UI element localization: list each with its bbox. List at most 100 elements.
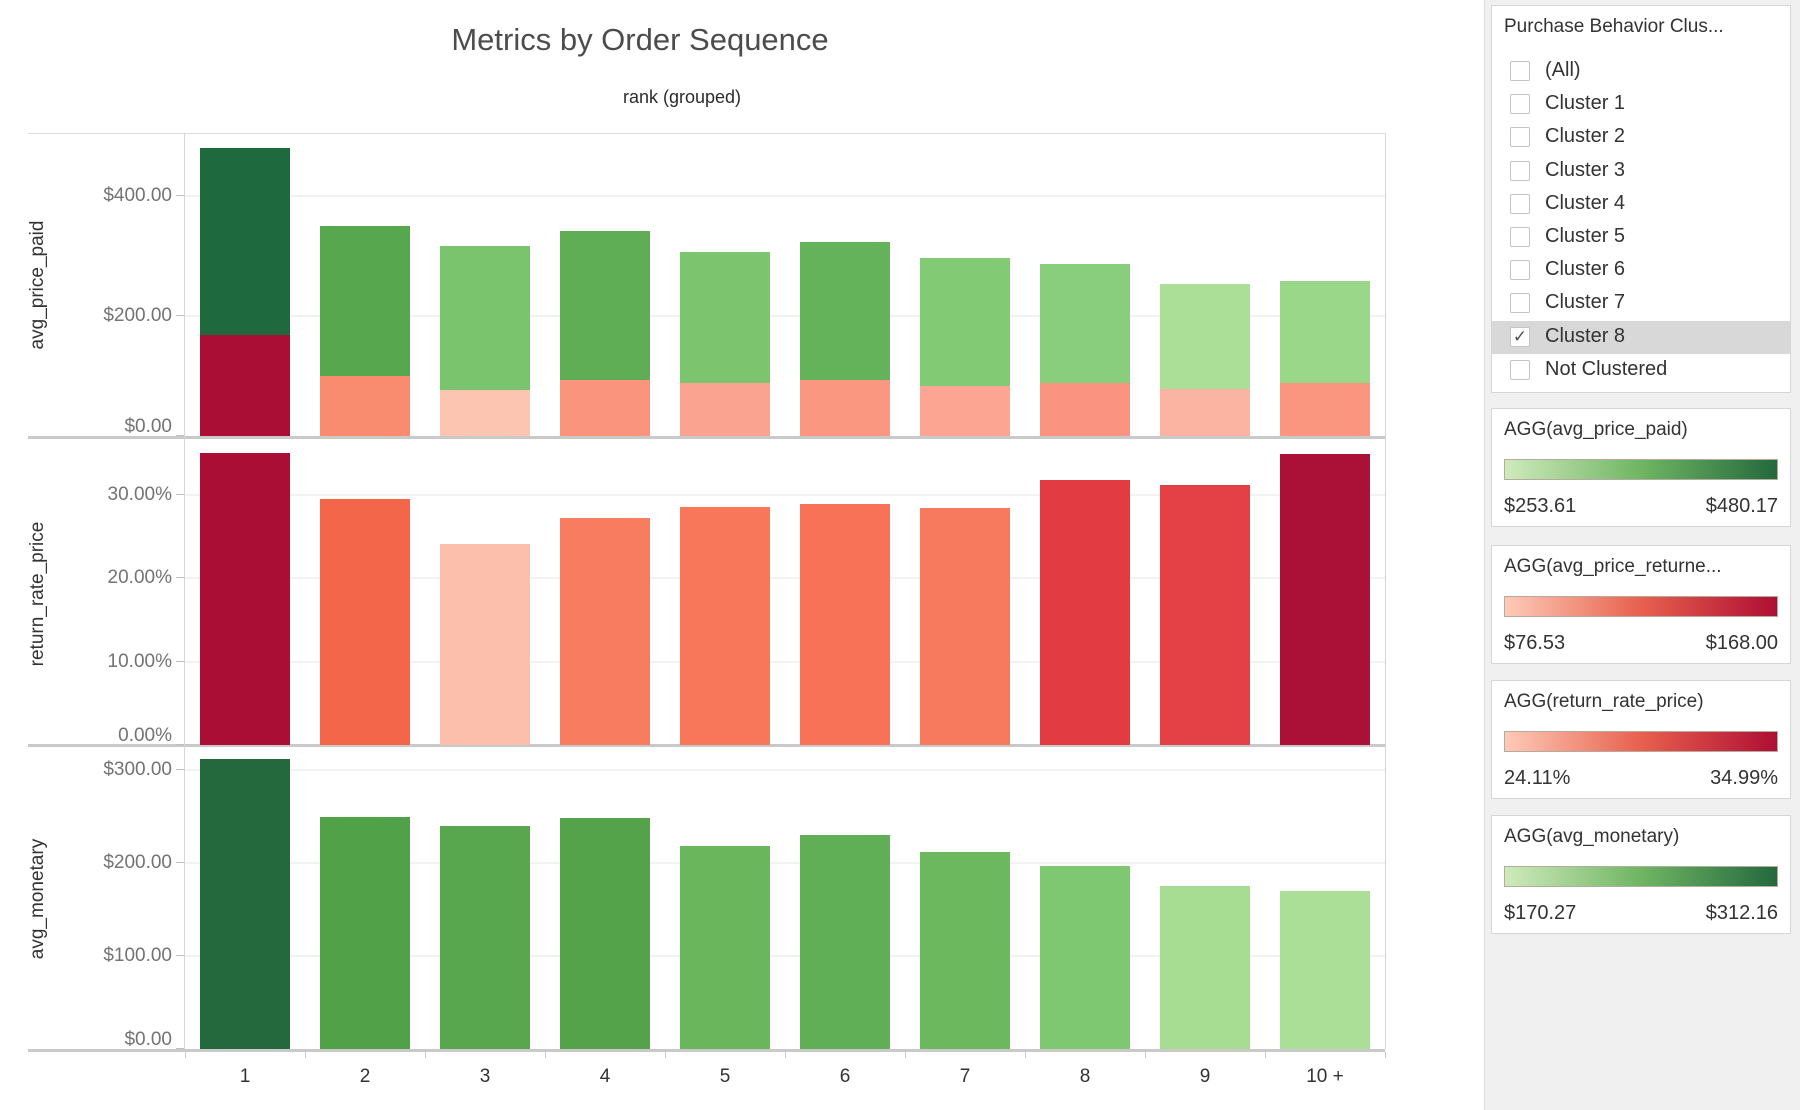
- filter-item[interactable]: Cluster 7: [1492, 287, 1790, 320]
- bar-segment-returned[interactable]: [1160, 389, 1250, 436]
- checkbox-checked[interactable]: ✓: [1510, 326, 1530, 347]
- x-tick-label: 4: [599, 1066, 611, 1087]
- bar-segment-paid[interactable]: [440, 246, 530, 391]
- bar[interactable]: [560, 517, 650, 745]
- filter-item[interactable]: Not Clustered: [1492, 354, 1790, 387]
- x-tick-label: 1: [239, 1066, 251, 1087]
- bar-segment-returned[interactable]: [800, 380, 890, 436]
- bar-segment-returned[interactable]: [440, 390, 530, 436]
- y-tick-label: 20.00%: [107, 567, 172, 588]
- bar[interactable]: [800, 835, 890, 1049]
- filter-item-label: (All): [1545, 59, 1581, 81]
- bar[interactable]: [800, 503, 890, 745]
- x-tick-label: 3: [479, 1066, 491, 1087]
- checkbox[interactable]: [1510, 61, 1530, 81]
- y-axis-tick: [176, 955, 184, 956]
- bar[interactable]: [440, 825, 530, 1049]
- legend-gradient-ramp: [1504, 866, 1778, 887]
- x-axis-tick: [185, 1052, 186, 1058]
- x-tick-label: 2: [359, 1066, 371, 1087]
- x-axis-tick: [665, 1052, 666, 1058]
- filter-item-label: Cluster 6: [1545, 258, 1626, 281]
- checkbox[interactable]: [1510, 359, 1530, 380]
- bar[interactable]: [680, 846, 770, 1049]
- bar-segment-paid[interactable]: [1040, 264, 1130, 383]
- x-tick-label: 10 +: [1306, 1066, 1344, 1087]
- bar-segment-returned[interactable]: [1040, 382, 1130, 436]
- filter-item[interactable]: Cluster 4: [1492, 188, 1790, 221]
- y-tick-label: $0.00: [124, 416, 172, 437]
- bar[interactable]: [1280, 890, 1370, 1049]
- bar[interactable]: [560, 818, 650, 1049]
- bar[interactable]: [680, 507, 770, 745]
- filter-item[interactable]: Cluster 1: [1492, 88, 1790, 121]
- bar[interactable]: [200, 452, 290, 745]
- filter-item[interactable]: Cluster 2: [1492, 121, 1790, 154]
- bar[interactable]: [1040, 865, 1130, 1049]
- filter-item[interactable]: Cluster 3: [1492, 155, 1790, 188]
- bar-segment-paid[interactable]: [320, 226, 410, 376]
- grid-line: [185, 577, 1385, 579]
- legend-min-value: $170.27: [1504, 902, 1577, 924]
- y-tick-label: $100.00: [103, 945, 172, 966]
- y-tick-label: $200.00: [103, 305, 172, 326]
- x-axis-tick: [905, 1052, 906, 1058]
- checkbox[interactable]: [1510, 94, 1530, 115]
- bar[interactable]: [1160, 885, 1250, 1049]
- bar-segment-returned[interactable]: [680, 383, 770, 436]
- legend-min-value: 24.11%: [1504, 767, 1571, 789]
- filter-item[interactable]: (All): [1492, 55, 1790, 88]
- bar[interactable]: [920, 851, 1010, 1049]
- bar[interactable]: [1280, 453, 1370, 745]
- legend-max-value: 34.99%: [1710, 767, 1778, 789]
- bar[interactable]: [1160, 485, 1250, 745]
- bar[interactable]: [320, 816, 410, 1049]
- y-tick-label: 30.00%: [107, 483, 172, 505]
- filter-item[interactable]: Cluster 5: [1492, 221, 1790, 254]
- filter-item-label: Cluster 1: [1545, 92, 1626, 115]
- filter-card: Purchase Behavior Clus... (All) Cluster 1…: [1491, 5, 1791, 393]
- x-axis-tick: [1025, 1052, 1026, 1058]
- bar-segment-returned[interactable]: [1280, 383, 1370, 436]
- bar-segment-returned[interactable]: [920, 385, 1010, 436]
- bar-segment-paid[interactable]: [800, 242, 890, 381]
- filter-item[interactable]: Cluster 6: [1492, 254, 1790, 287]
- checkbox[interactable]: [1510, 193, 1530, 214]
- checkbox[interactable]: [1510, 127, 1530, 148]
- y-axis-tick: [176, 315, 184, 316]
- bar-segment-paid[interactable]: [560, 231, 650, 381]
- legend-title: AGG(avg_monetary): [1504, 826, 1680, 847]
- bar[interactable]: [200, 758, 290, 1049]
- grid-line: [185, 493, 1385, 496]
- legend-max-value: $168.00: [1705, 632, 1778, 654]
- y-axis-tick: [176, 660, 184, 662]
- bar-segment-paid[interactable]: [200, 147, 290, 336]
- checkbox[interactable]: [1510, 293, 1530, 314]
- checkbox[interactable]: [1510, 160, 1530, 181]
- panel-divider-1: [28, 436, 1385, 439]
- bar-segment-returned[interactable]: [200, 335, 290, 436]
- checkbox[interactable]: [1510, 260, 1530, 281]
- bar[interactable]: [1040, 480, 1130, 745]
- y-axis-line: [184, 133, 185, 1049]
- x-axis-group-label: rank (grouped): [622, 87, 742, 107]
- y-axis-tick: [176, 1048, 184, 1049]
- bar-segment-paid[interactable]: [1280, 281, 1370, 384]
- bar-segment-returned[interactable]: [320, 376, 410, 436]
- bar-segment-returned[interactable]: [560, 380, 650, 436]
- bar[interactable]: [440, 543, 530, 745]
- bar-segment-paid[interactable]: [1160, 283, 1250, 390]
- bar[interactable]: [920, 507, 1010, 745]
- y-tick-label: $0.00: [124, 1029, 172, 1050]
- filter-item[interactable]: ✓ Cluster 8: [1492, 320, 1790, 354]
- grid-line: [185, 862, 1385, 864]
- x-tick-label: 7: [959, 1066, 971, 1087]
- legend-title: AGG(avg_price_returne...: [1504, 556, 1722, 577]
- grid-line: [185, 315, 1385, 317]
- y-axis-tick: [176, 744, 184, 745]
- bar-segment-paid[interactable]: [680, 252, 770, 384]
- bar-segment-paid[interactable]: [920, 258, 1010, 386]
- bar[interactable]: [320, 498, 410, 745]
- checkbox[interactable]: [1510, 227, 1530, 247]
